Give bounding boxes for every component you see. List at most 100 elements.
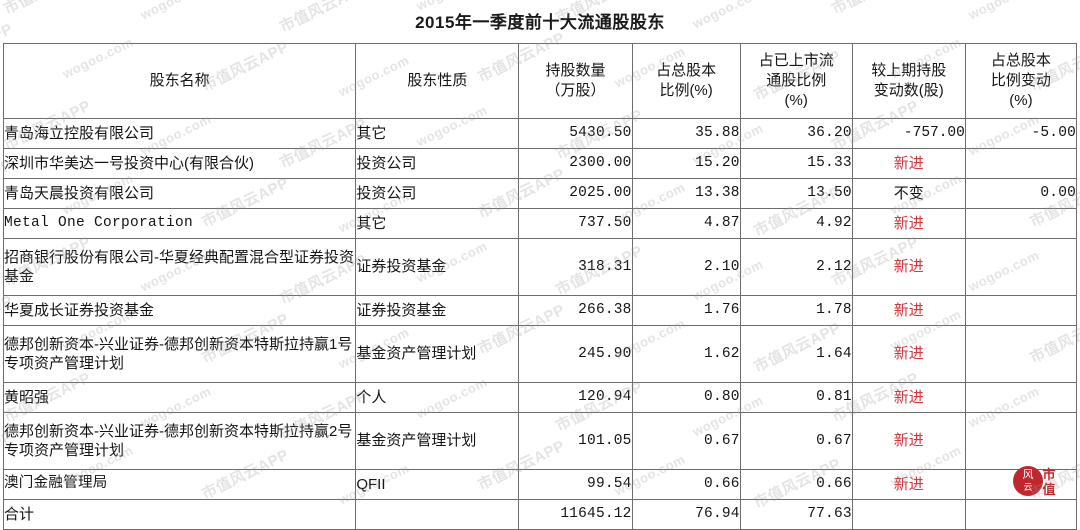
column-header-line: 较上期持股 xyxy=(871,62,947,80)
cell-shareholder-name: 青岛海立控股有限公司 xyxy=(2,118,357,149)
cell-pct-of-float: 13.50 xyxy=(739,178,853,209)
cell-pct-of-total-change xyxy=(964,238,1078,296)
table-row: 黄昭强 个人 120.94 0.80 0.81 新进 xyxy=(2,382,1078,413)
cell-pct-of-total-change xyxy=(964,412,1078,470)
table-row: 青岛天晨投资有限公司 投资公司 2025.00 13.38 13.50 不变 0.00 xyxy=(2,178,1078,209)
cell-shares: 318.31 xyxy=(518,238,633,296)
column-header-line: 占总股本 xyxy=(656,62,717,80)
table-row: Metal One Corporation 其它 737.50 4.87 4.92 新进 xyxy=(2,208,1078,239)
column-header-line: 比例(%) xyxy=(659,82,713,99)
cell-shareholder-nature: 基金资产管理计划 xyxy=(355,325,520,383)
column-header-change: 较上期持股变动数(股) xyxy=(851,43,966,119)
cell-pct-of-total: 0.67 xyxy=(631,412,741,470)
cell-shares: 2300.00 xyxy=(518,148,633,179)
cell-pct-of-total: 15.20 xyxy=(631,148,741,179)
cell-shareholder-name: 黄昭强 xyxy=(2,382,357,413)
cell-shares: 266.38 xyxy=(518,295,633,326)
cell-pct-of-float: 77.63 xyxy=(739,499,853,530)
cell-shares: 5430.50 xyxy=(518,118,633,149)
cell-shareholder-nature: 证券投资基金 xyxy=(355,238,520,296)
cell-shares: 101.05 xyxy=(518,412,633,470)
cell-shares: 737.50 xyxy=(518,208,633,239)
cell-shareholder-nature: 个人 xyxy=(355,382,520,413)
table-row: 澳门金融管理局 QFII 99.54 0.66 0.66 新进 xyxy=(2,469,1078,500)
table-row: 深圳市华美达一号投资中心(有限合伙) 投资公司 2300.00 15.20 15.33 新… xyxy=(2,148,1078,179)
cell-share-change: 新进 xyxy=(851,295,966,326)
column-header-line: (%) xyxy=(784,91,808,109)
table-row: 招商银行股份有限公司-华夏经典配置混合型证券投资基金 证券投资基金 318.31 2.… xyxy=(2,238,1078,296)
cell-pct-of-float: 1.64 xyxy=(739,325,853,383)
column-header-line: 股东名称 xyxy=(149,72,210,90)
table-total-row: 合计 11645.12 76.94 77.63 xyxy=(2,499,1078,530)
column-header-line: 占总股本 xyxy=(990,52,1051,70)
cell-pct-of-total-change xyxy=(964,295,1078,326)
cell-share-change: 新进 xyxy=(851,208,966,239)
cell-pct-of-total: 2.10 xyxy=(631,238,741,296)
cell-pct-of-total-change xyxy=(964,148,1078,179)
cell-pct-of-total: 1.62 xyxy=(631,325,741,383)
column-header-line: 持股数量 xyxy=(545,62,606,80)
cell-pct-of-total-change xyxy=(964,469,1078,500)
column-header-line: (%) xyxy=(1009,91,1033,109)
cell-shareholder-nature: QFII xyxy=(355,469,520,500)
cell-shareholder-nature xyxy=(355,499,520,530)
cell-pct-of-total-change xyxy=(964,325,1078,383)
column-header-line: （万股） xyxy=(545,82,606,99)
cell-shareholder-name: 华夏成长证券投资基金 xyxy=(2,295,357,326)
cell-share-change: 新进 xyxy=(851,148,966,179)
cell-shareholder-nature: 投资公司 xyxy=(355,148,520,179)
cell-shareholder-name: 德邦创新资本-兴业证券-德邦创新资本特斯拉持赢2号专项资产管理计划 xyxy=(2,412,357,470)
column-header-nature: 股东性质 xyxy=(355,43,520,119)
cell-pct-of-total: 1.76 xyxy=(631,295,741,326)
cell-pct-of-total: 13.38 xyxy=(631,178,741,209)
top-ten-float-shareholders-table: 股东名称 股东性质 持股数量 （万股） 占总股本 比例(%) 占已上市流 通股比例 (%) 较上期… xyxy=(2,43,1078,530)
cell-share-change: 不变 xyxy=(851,178,966,209)
column-header-pct_total: 占总股本比例(%) xyxy=(631,43,741,119)
table-row: 青岛海立控股有限公司 其它 5430.50 35.88 36.20 -757.00 -5.0… xyxy=(2,118,1078,149)
cell-pct-of-total-change xyxy=(964,208,1078,239)
cell-shareholder-name: 德邦创新资本-兴业证券-德邦创新资本特斯拉持赢1号专项资产管理计划 xyxy=(2,325,357,383)
table-header: 股东名称 股东性质 持股数量 （万股） 占总股本 比例(%) 占已上市流 通股比例 (%) 较上期… xyxy=(2,43,1078,119)
cell-pct-of-float: 2.12 xyxy=(739,238,853,296)
cell-pct-of-float: 0.81 xyxy=(739,382,853,413)
cell-share-change: 新进 xyxy=(851,325,966,383)
cell-pct-of-float: 36.20 xyxy=(739,118,853,149)
column-header-line: 比例变动 xyxy=(990,72,1051,90)
table-header-row: 股东名称 股东性质 持股数量 （万股） 占总股本 比例(%) 占已上市流 通股比例 (%) 较上期… xyxy=(2,43,1078,119)
cell-share-change: 新进 xyxy=(851,469,966,500)
cell-pct-of-total: 35.88 xyxy=(631,118,741,149)
cell-share-change xyxy=(851,499,966,530)
cell-shareholder-nature: 基金资产管理计划 xyxy=(355,412,520,470)
column-header-pct_change: 占总股本比例变动 (%) xyxy=(964,43,1078,119)
column-header-shares: 持股数量 （万股） xyxy=(518,43,633,119)
cell-pct-of-total-change xyxy=(964,382,1078,413)
cell-pct-of-float: 4.92 xyxy=(739,208,853,239)
cell-pct-of-total: 76.94 xyxy=(631,499,741,530)
cell-shareholder-name: Metal One Corporation xyxy=(2,208,357,239)
cell-shareholder-nature: 其它 xyxy=(355,208,520,239)
cell-shareholder-name: 招商银行股份有限公司-华夏经典配置混合型证券投资基金 xyxy=(2,238,357,296)
cell-shares: 2025.00 xyxy=(518,178,633,209)
cell-share-change: 新进 xyxy=(851,382,966,413)
table-body: 青岛海立控股有限公司其它 5430.50 35.88 36.20 -757.00 -5.0… xyxy=(2,118,1078,530)
cell-shareholder-name: 合计 xyxy=(2,499,357,530)
cell-pct-of-float: 15.33 xyxy=(739,148,853,179)
cell-pct-of-total: 0.80 xyxy=(631,382,741,413)
cell-shareholder-name: 深圳市华美达一号投资中心(有限合伙) xyxy=(2,148,357,179)
cell-pct-of-total: 0.66 xyxy=(631,469,741,500)
cell-shares: 120.94 xyxy=(518,382,633,413)
column-header-name: 股东名称 xyxy=(2,43,357,119)
column-header-line: 占已上市流 xyxy=(758,52,834,70)
cell-pct-of-total-change: -5.00 xyxy=(964,118,1078,149)
cell-share-change: 新进 xyxy=(851,412,966,470)
cell-pct-of-total-change: 0.00 xyxy=(964,178,1078,209)
cell-shares: 245.90 xyxy=(518,325,633,383)
page-title: 2015年一季度前十大流通股股东 xyxy=(415,13,665,32)
column-header-line: 变动数(股) xyxy=(873,82,944,99)
document-page: 2015年一季度前十大流通股股东 股东名称 股东性质 持股数量 （万股） 占总股本比例(… xyxy=(2,13,1078,530)
column-header-line: 通股比例 xyxy=(766,72,827,90)
table-row: 华夏成长证券投资基金 证券投资基金 266.38 1.76 1.78 新进 xyxy=(2,295,1078,326)
cell-pct-of-float: 0.67 xyxy=(739,412,853,470)
cell-shareholder-name: 澳门金融管理局 xyxy=(2,469,357,500)
cell-share-change: -757.00 xyxy=(851,118,966,149)
